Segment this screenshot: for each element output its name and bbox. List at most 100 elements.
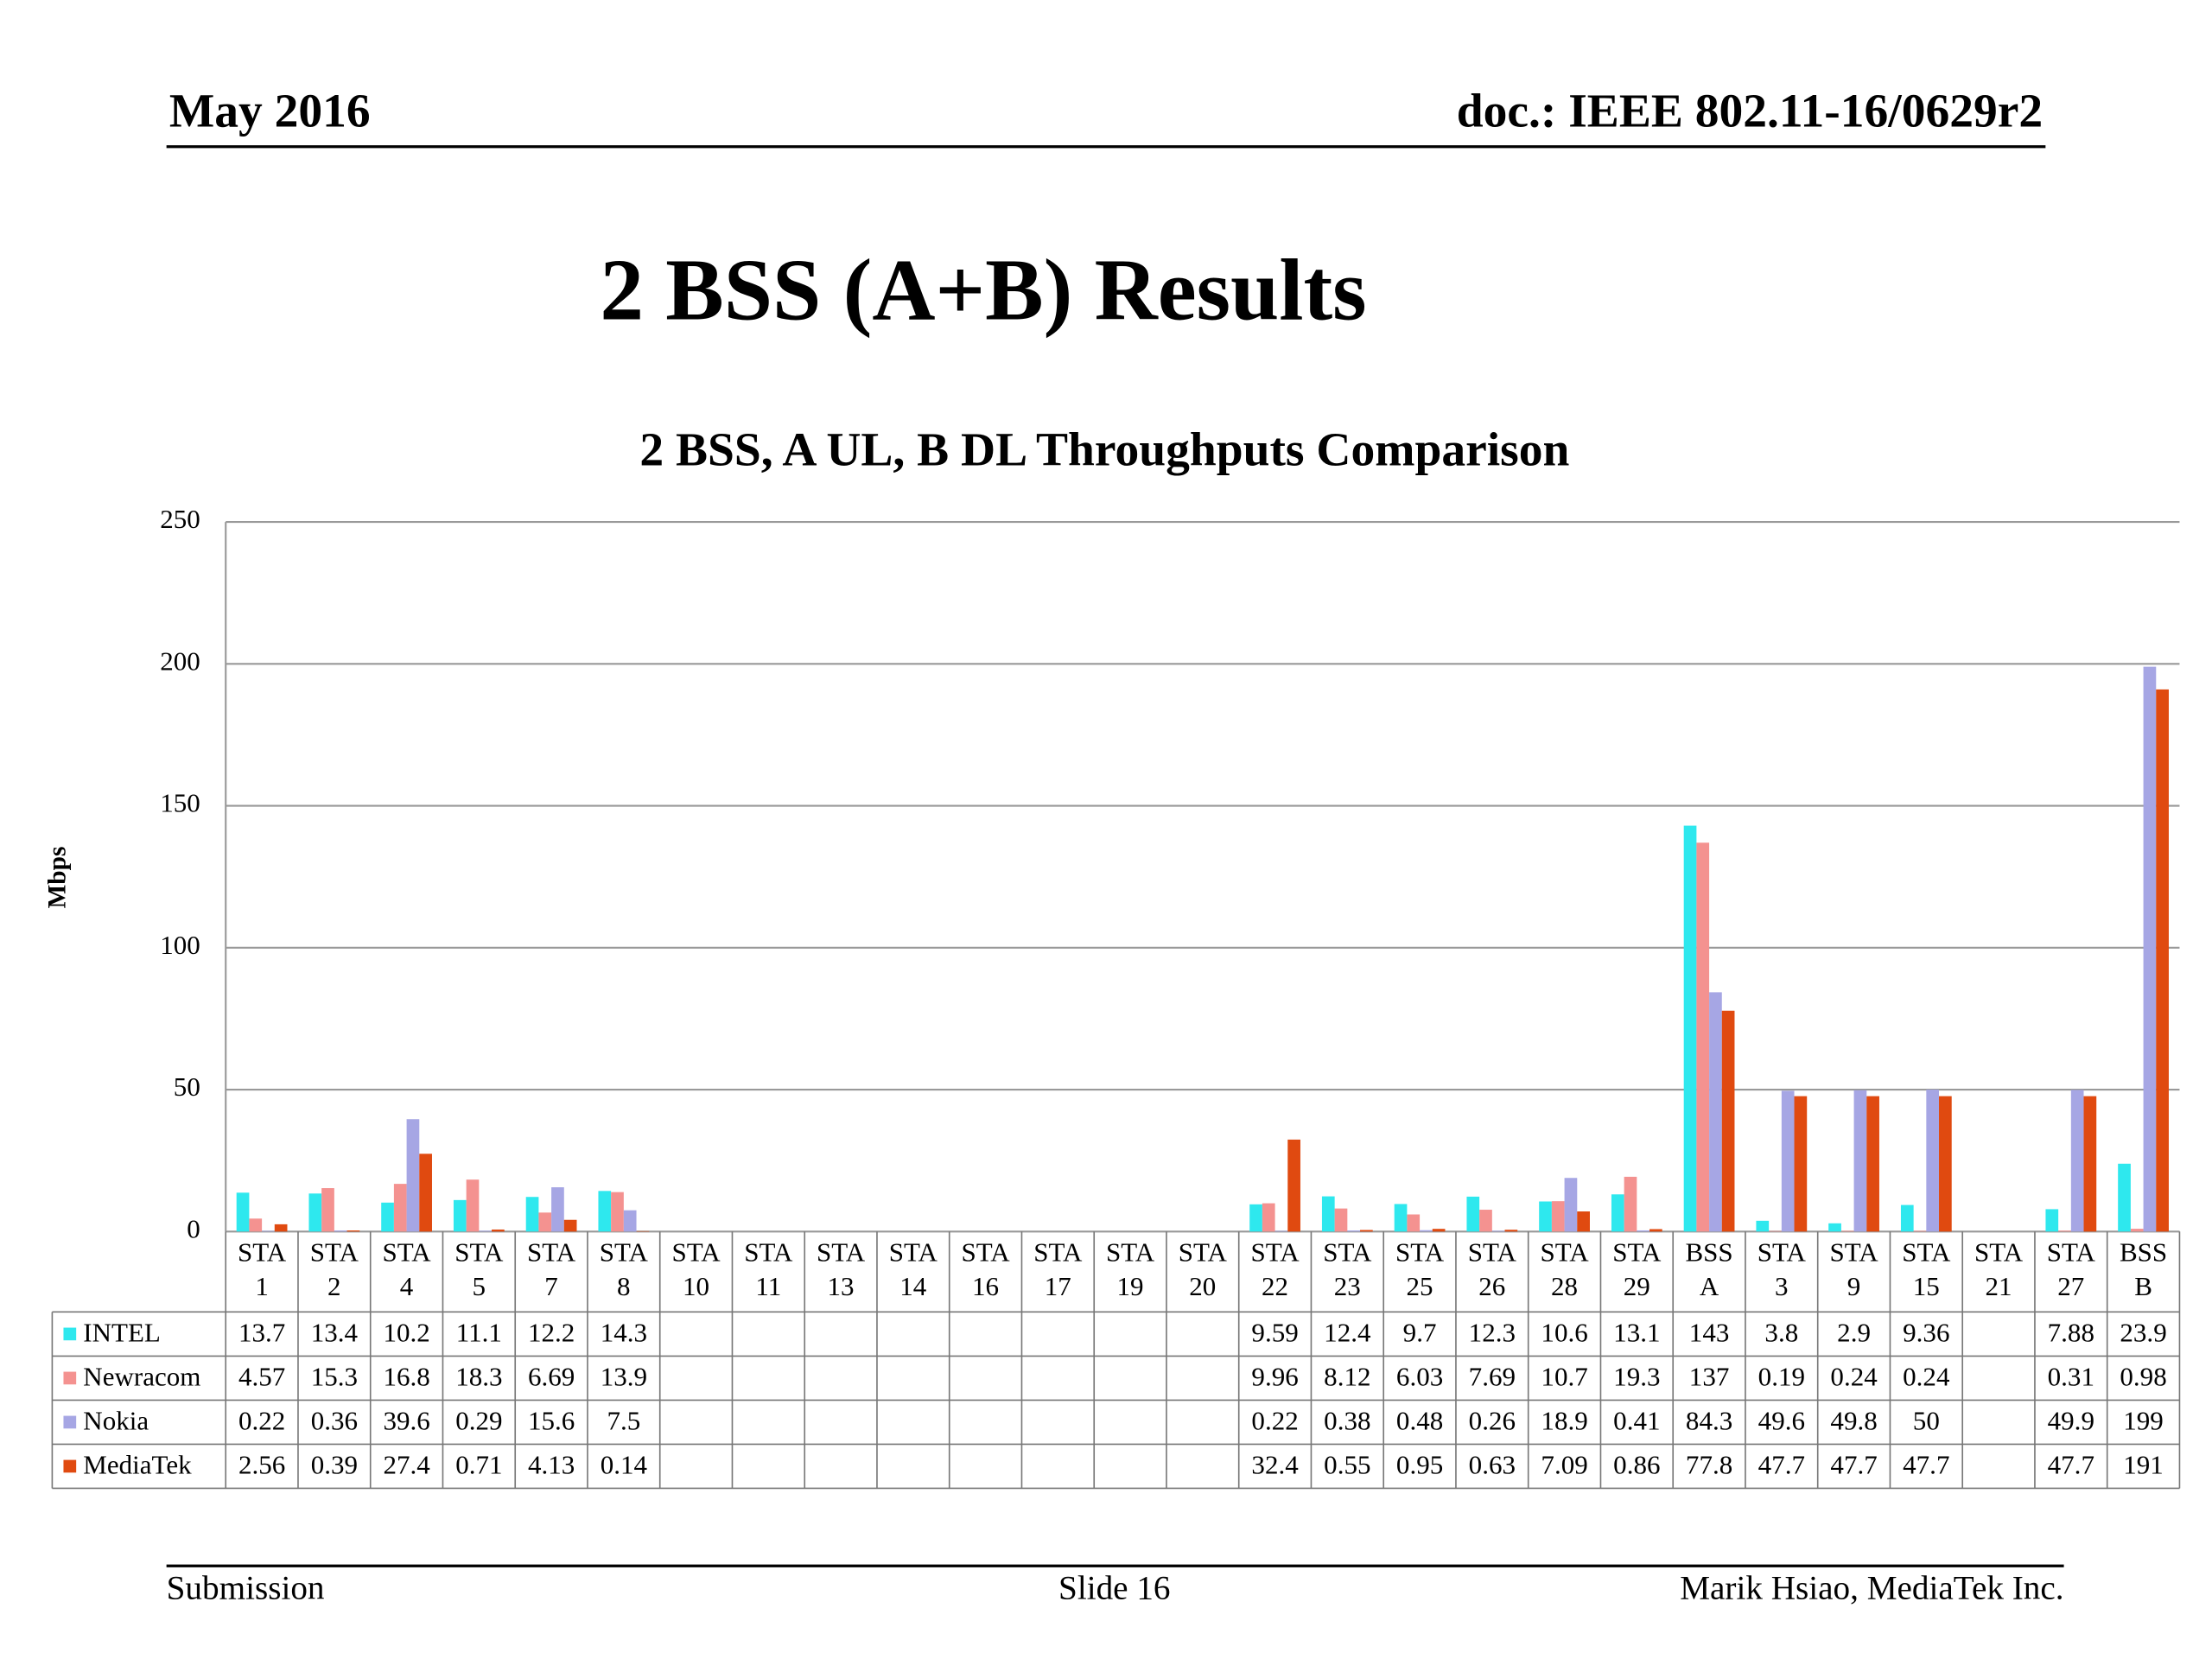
table-value: 49.9: [2048, 1406, 2094, 1436]
bar: [525, 1197, 539, 1232]
table-value: 0.71: [455, 1450, 502, 1480]
table-value: 0.26: [1469, 1406, 1516, 1436]
category-cell: STA 4: [383, 1238, 431, 1301]
table-value: 3.8: [1764, 1318, 1798, 1348]
bar: [381, 1202, 394, 1232]
bar: [563, 1219, 577, 1232]
bar: [2118, 1163, 2131, 1232]
table-value: 0.55: [1324, 1450, 1370, 1480]
table-value: 15.6: [528, 1406, 575, 1436]
table-value: 39.6: [383, 1406, 429, 1436]
table-value: 11.1: [456, 1318, 502, 1348]
bar: [249, 1218, 263, 1232]
legend-label: MediaTek: [83, 1450, 192, 1480]
bar: [1853, 1090, 1867, 1232]
bar: [1394, 1204, 1408, 1232]
bar: [1274, 1230, 1288, 1232]
x-tick-label: BSS A: [1685, 1238, 1733, 1302]
table-value: 2.9: [1837, 1318, 1871, 1348]
bar: [308, 1193, 322, 1232]
x-tick-label: STA 7: [527, 1238, 576, 1302]
table-value: 2.56: [238, 1450, 285, 1480]
table-value: 7.09: [1541, 1450, 1587, 1480]
table-value: 23.9: [2120, 1318, 2166, 1348]
bar: [1420, 1230, 1433, 1232]
bar: [492, 1229, 505, 1232]
table-value: 0.22: [238, 1406, 285, 1436]
bar: [406, 1119, 420, 1232]
bar: [346, 1230, 360, 1232]
table-value: 0.48: [1396, 1406, 1443, 1436]
header-doc: doc.: IEEE 802.11-16/0629r2: [1457, 86, 2043, 138]
table-value: 10.7: [1541, 1362, 1587, 1392]
bar: [1262, 1203, 1275, 1232]
bar: [1611, 1194, 1624, 1232]
bar: [611, 1192, 624, 1232]
table-value: 4.13: [528, 1450, 575, 1480]
bar: [1432, 1229, 1446, 1232]
table-value: 13.4: [311, 1318, 359, 1348]
table-value: 0.41: [1613, 1406, 1660, 1436]
bar: [393, 1184, 407, 1232]
x-tick-label: STA 17: [1033, 1238, 1083, 1302]
category-cell: STA 14: [889, 1238, 938, 1301]
x-tick-label: BSS B: [2119, 1238, 2168, 1302]
table-value: 0.24: [1903, 1362, 1950, 1392]
bar: [538, 1212, 552, 1232]
table-value: 8.12: [1324, 1362, 1370, 1392]
x-tick-label: STA 19: [1106, 1238, 1155, 1302]
bar: [1504, 1230, 1518, 1232]
x-tick-label: STA 2: [309, 1238, 359, 1302]
table-value: 191: [2123, 1450, 2164, 1480]
category-cell: STA 25: [1395, 1238, 1445, 1302]
category-cell: STA 21: [1974, 1238, 2023, 1301]
category-cell: STA 8: [600, 1238, 648, 1301]
table-value: 0.14: [601, 1450, 648, 1480]
table-value: 9.7: [1403, 1318, 1437, 1348]
category-cell: STA 27: [2047, 1238, 2095, 1301]
legend-swatch: [63, 1459, 77, 1473]
category-cell: STA 5: [454, 1238, 503, 1301]
bar: [274, 1224, 288, 1232]
slide-title: 2 BSS (A+B) Results: [600, 241, 1366, 338]
bar: [1866, 1096, 1879, 1232]
table-value: 6.03: [1396, 1362, 1443, 1392]
table-value: 0.24: [1830, 1362, 1878, 1392]
footer-right: Marik Hsiao, MediaTek Inc.: [1680, 1570, 2063, 1607]
table-value: 0.39: [311, 1450, 358, 1480]
bar: [623, 1210, 637, 1232]
y-tick-label: 0: [187, 1213, 200, 1243]
table-value: 47.7: [1903, 1450, 1949, 1480]
table-value: 13.7: [238, 1318, 285, 1348]
bar: [1347, 1230, 1361, 1232]
table-value: 0.29: [455, 1406, 502, 1436]
category-cell: STA 20: [1179, 1238, 1227, 1301]
category-cell: STA 13: [817, 1238, 865, 1301]
bar: [2143, 666, 2157, 1232]
category-cell: STA 9: [1830, 1238, 1878, 1301]
chart-title: 2 BSS, A UL, B DL Throughputs Comparison: [639, 423, 1569, 476]
legend-swatch: [63, 1327, 77, 1341]
table-value: 27.4: [383, 1450, 430, 1480]
table-value: 47.7: [1758, 1450, 1805, 1480]
table-value: 6.69: [528, 1362, 575, 1392]
bar: [1683, 825, 1697, 1232]
category-cell: STA 11: [744, 1238, 792, 1301]
bar: [479, 1230, 493, 1232]
bar: [2156, 689, 2169, 1232]
table-value: 77.8: [1686, 1450, 1732, 1480]
x-tick-label: STA 10: [671, 1238, 721, 1302]
category-cell: STA 26: [1468, 1238, 1516, 1301]
table-value: 0.36: [311, 1406, 358, 1436]
table-value: 47.7: [2048, 1450, 2094, 1480]
bar: [1577, 1211, 1590, 1232]
footer-center: Slide 16: [1058, 1570, 1171, 1607]
table-value: 143: [1689, 1318, 1730, 1348]
bar: [1637, 1230, 1650, 1232]
x-tick-label: STA 25: [1395, 1238, 1445, 1302]
table-value: 16.8: [383, 1362, 429, 1392]
bar: [2070, 1090, 2084, 1232]
bar: [2130, 1229, 2144, 1232]
category-cell: STA 7: [527, 1238, 576, 1302]
